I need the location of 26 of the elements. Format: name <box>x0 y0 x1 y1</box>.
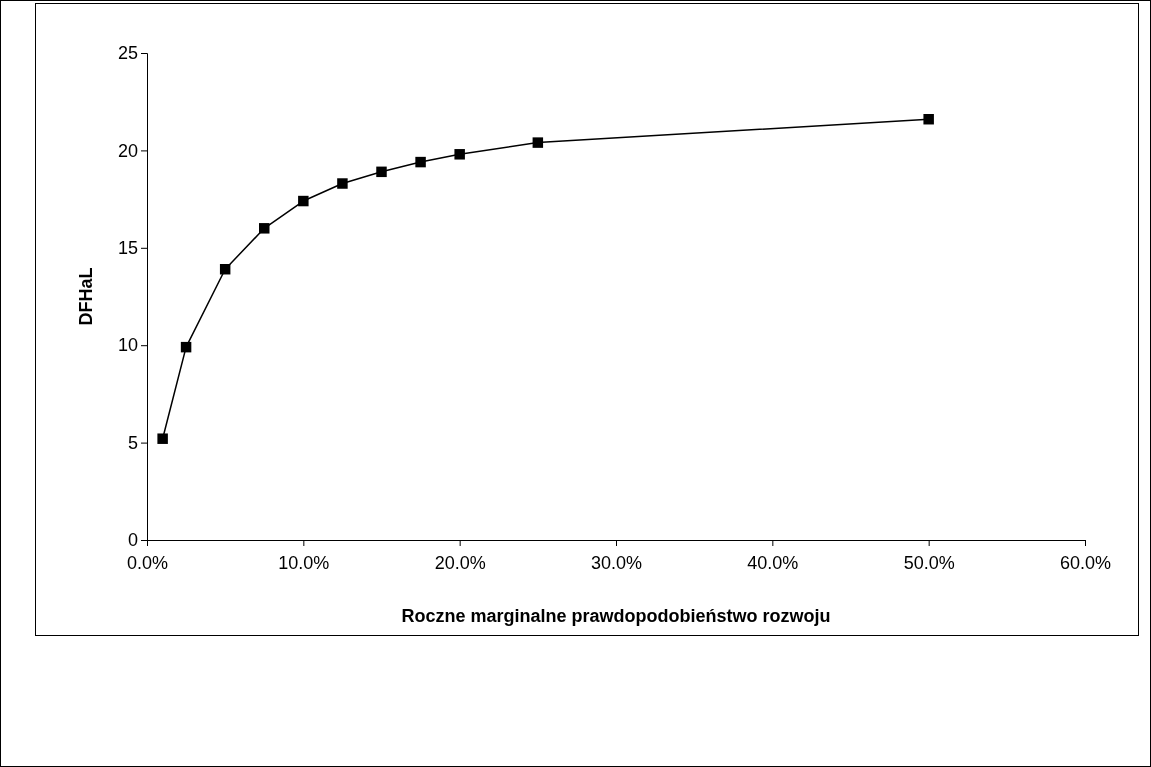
point <box>180 341 192 353</box>
point <box>923 113 934 125</box>
x-axis-title: Roczne marginalne prawdopodobieństwo rozwoju <box>401 606 831 626</box>
point <box>298 195 309 207</box>
point <box>532 137 544 148</box>
y-axis-title: DFHaL <box>76 267 96 326</box>
point <box>219 263 231 275</box>
point <box>157 433 168 444</box>
x-tick-label: 0.0% <box>126 552 169 573</box>
y-tick-label: 5 <box>127 432 138 453</box>
y-tick-label: 10 <box>117 335 138 356</box>
y-tick-label: 15 <box>117 238 138 259</box>
point <box>337 178 348 189</box>
x-tick-label: 50.0% <box>903 552 955 573</box>
x-tick-label: 30.0% <box>590 552 643 573</box>
x-tick-label: 60.0% <box>1059 552 1112 573</box>
y-tick-label: 25 <box>117 43 138 64</box>
point <box>415 156 426 168</box>
y-tick-label: 20 <box>117 140 138 161</box>
y-tick-label: 0 <box>127 530 138 551</box>
point <box>259 223 270 234</box>
x-tick-label: 20.0% <box>434 552 486 573</box>
point <box>454 149 465 160</box>
x-tick-label: 40.0% <box>747 552 799 573</box>
point <box>376 166 387 178</box>
x-tick-label: 10.0% <box>278 552 330 573</box>
